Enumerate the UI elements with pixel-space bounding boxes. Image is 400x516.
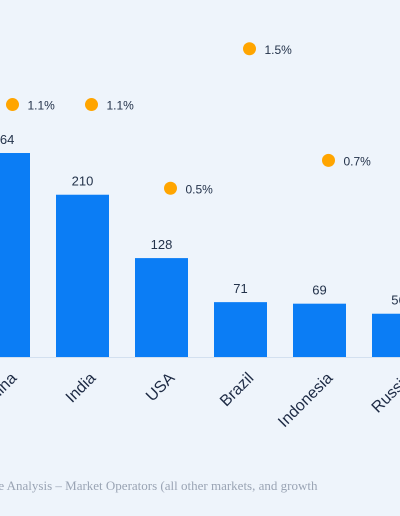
category-label-usa: USA — [143, 370, 179, 406]
category-label-china: China — [0, 370, 20, 412]
pct-dot-china — [6, 98, 19, 112]
pct-label-usa: 0.5% — [186, 182, 214, 196]
value-label-india: 210 — [72, 174, 94, 189]
category-label-brazil: Brazil — [217, 370, 257, 410]
value-label-usa: 128 — [151, 237, 173, 252]
bar-indonesia — [293, 303, 346, 357]
bar-brazil — [214, 302, 267, 357]
pct-label-indonesia: 0.7% — [344, 154, 372, 168]
bar-china — [0, 153, 30, 357]
bar-india — [56, 194, 109, 357]
pct-label-india: 1.1% — [107, 99, 135, 113]
category-label-india: India — [63, 370, 100, 407]
pct-label-brazil: 1.5% — [265, 43, 293, 57]
category-label-indonesia: Indonesia — [275, 370, 336, 431]
pct-label-china: 1.1% — [28, 99, 56, 113]
value-label-indonesia: 69 — [312, 283, 326, 298]
pct-dot-indonesia — [322, 153, 335, 167]
category-label-russia: Russia — [369, 370, 400, 417]
pct-dot-india — [85, 98, 98, 112]
bar-russia — [372, 313, 400, 357]
value-label-brazil: 71 — [233, 281, 247, 296]
source-note: re Analysis – Market Operators (all othe… — [0, 478, 318, 493]
pct-dot-usa — [164, 181, 177, 195]
bar-usa — [135, 258, 188, 357]
value-label-russia: 56 — [391, 293, 400, 308]
value-label-china: 264 — [0, 132, 14, 147]
pct-dot-brazil — [243, 42, 256, 56]
